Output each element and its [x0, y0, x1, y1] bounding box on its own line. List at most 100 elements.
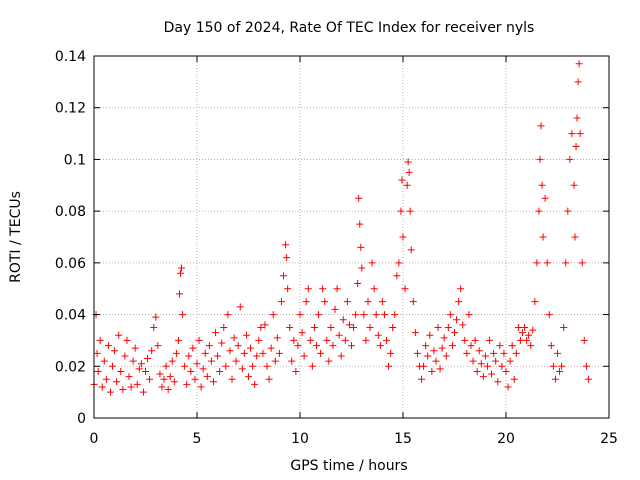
data-point [362, 336, 370, 344]
data-point [481, 352, 489, 360]
data-point [424, 352, 432, 360]
data-point [129, 357, 137, 365]
data-point [158, 383, 166, 391]
data-point [245, 373, 252, 381]
data-point [399, 233, 407, 241]
data-point [300, 352, 308, 360]
data-point [154, 342, 162, 350]
data-point [312, 342, 320, 350]
data-point [142, 367, 149, 375]
data-point [104, 342, 112, 350]
data-point [564, 207, 572, 215]
data-point [418, 375, 426, 383]
data-point [216, 367, 224, 375]
data-point [364, 298, 372, 306]
data-point [298, 329, 306, 337]
data-point [331, 305, 339, 313]
data-point [372, 311, 380, 319]
data-point [280, 272, 288, 280]
data-point [486, 336, 494, 344]
data-point [455, 298, 463, 306]
data-point [405, 168, 413, 176]
data-point [352, 311, 360, 319]
data-point [420, 362, 428, 370]
data-point [212, 329, 220, 337]
data-point [277, 298, 285, 306]
data-point [195, 336, 203, 344]
data-point [356, 220, 364, 228]
data-point [121, 352, 129, 360]
data-point [269, 311, 277, 319]
data-point [471, 336, 479, 344]
data-point [189, 344, 197, 352]
data-point [251, 380, 259, 388]
data-point [315, 311, 323, 319]
data-point [366, 324, 374, 331]
data-point [461, 336, 469, 344]
data-point [448, 342, 456, 350]
data-point [406, 207, 414, 215]
data-point [199, 365, 207, 373]
data-point [131, 344, 139, 352]
data-point [490, 349, 498, 357]
data-point [113, 378, 121, 386]
data-point [385, 362, 393, 370]
data-point [261, 321, 269, 329]
data-point [238, 365, 246, 373]
data-point [98, 383, 106, 391]
data-point [560, 324, 568, 331]
data-point [488, 370, 496, 378]
data-point [442, 352, 450, 360]
data-point [432, 357, 440, 365]
data-point [545, 311, 553, 319]
data-point [571, 233, 579, 241]
data-point [438, 344, 446, 352]
data-point [422, 342, 430, 350]
data-point [146, 375, 154, 383]
data-point [228, 375, 236, 383]
data-point [434, 324, 442, 331]
data-point [191, 375, 199, 383]
data-point [494, 378, 502, 386]
axis-ticks [93, 55, 610, 419]
data-point [551, 375, 559, 383]
data-point [193, 360, 201, 368]
data-point [183, 380, 191, 388]
data-point [337, 352, 345, 360]
data-point [152, 313, 160, 321]
data-point [498, 362, 506, 370]
data-point [265, 375, 273, 383]
data-point [209, 378, 217, 386]
data-point [368, 259, 376, 267]
data-point [205, 342, 213, 350]
data-point [584, 375, 592, 383]
data-point [407, 246, 415, 254]
y-tick-label: 0.1 [64, 152, 86, 168]
data-point [257, 324, 265, 331]
x-tick-label: 10 [291, 431, 309, 447]
data-point [397, 207, 405, 215]
data-point [536, 155, 544, 163]
data-point [327, 324, 335, 331]
data-point [572, 143, 580, 150]
data-point [117, 367, 125, 375]
data-point [94, 367, 102, 375]
data-point [554, 349, 561, 357]
data-point [477, 360, 485, 368]
y-tick-label: 0.06 [55, 256, 86, 272]
data-point [323, 336, 331, 344]
data-point [203, 373, 211, 381]
data-point [292, 367, 300, 375]
data-point [380, 311, 388, 319]
data-point [436, 365, 444, 373]
x-tick-label: 20 [497, 431, 515, 447]
data-point [253, 352, 261, 360]
data-point [148, 347, 156, 355]
data-point [187, 367, 195, 375]
data-point [479, 373, 487, 381]
data-point [538, 181, 546, 189]
data-point [446, 311, 454, 319]
x-tick-labels: 0 5 10 15 20 25 [90, 431, 618, 447]
data-point [469, 357, 477, 365]
